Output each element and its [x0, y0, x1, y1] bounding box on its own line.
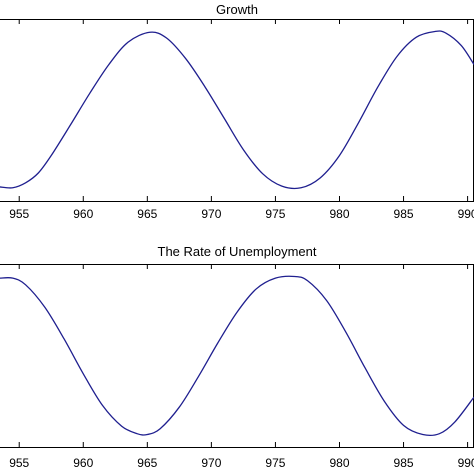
- x-tick-label: 990: [458, 207, 474, 221]
- series-line: [0, 275, 474, 437]
- x-tick-label: 980: [329, 456, 349, 470]
- x-tick-label: 985: [394, 456, 414, 470]
- plot-area: [0, 264, 474, 448]
- x-tick-label: 970: [201, 207, 221, 221]
- x-tick-label: 955: [9, 456, 29, 470]
- x-tick-label: 985: [394, 207, 414, 221]
- x-tick-label: 970: [201, 456, 221, 470]
- x-tick-label: 990: [458, 456, 474, 470]
- x-tick-label: 975: [265, 456, 285, 470]
- series-line: [0, 30, 474, 190]
- chart-title: Growth: [216, 2, 258, 17]
- x-tick-label: 960: [73, 456, 93, 470]
- x-tick-label: 965: [137, 207, 157, 221]
- x-tick-label: 960: [73, 207, 93, 221]
- x-tick-label: 955: [9, 207, 29, 221]
- chart-panel-1: Growth 955 960 965 970 975 980 985 990: [0, 2, 474, 221]
- chart-title: The Rate of Unemployment: [158, 244, 317, 259]
- x-tick-label: 975: [265, 207, 285, 221]
- plot-area: [0, 19, 474, 202]
- x-tick-label: 965: [137, 456, 157, 470]
- chart-panel-2: The Rate of Unemployment 955 960 965 970 975 9…: [0, 244, 474, 470]
- x-tick-label: 980: [329, 207, 349, 221]
